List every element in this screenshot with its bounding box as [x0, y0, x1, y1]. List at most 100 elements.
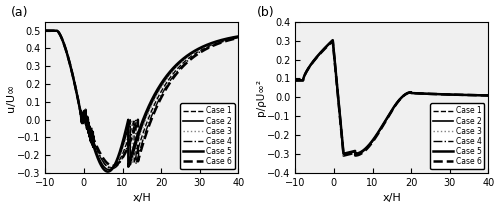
Case 4	[76, 102, 82, 104]
Case 6	[64, 53, 70, 56]
Line: Case 6: Case 6	[296, 41, 488, 156]
Case 2	[340, 153, 346, 155]
Case 3	[42, 29, 48, 32]
Case 4	[486, 94, 492, 97]
Case 6	[326, 43, 332, 46]
Case 1	[326, 43, 332, 46]
Case 3	[482, 94, 488, 97]
Line: Case 2: Case 2	[296, 40, 488, 154]
Case 1	[42, 29, 48, 32]
Case 1	[116, 159, 122, 162]
Case 5	[232, 36, 237, 38]
Case 5	[64, 53, 70, 56]
Line: Case 1: Case 1	[296, 41, 488, 154]
Case 1	[236, 36, 242, 38]
Case 2	[326, 43, 332, 45]
Case 4	[109, 167, 115, 170]
Case 3	[314, 55, 320, 58]
Case 5	[375, 132, 381, 134]
Case 3	[64, 53, 70, 56]
Case 1	[76, 102, 82, 104]
Case 5	[76, 102, 82, 104]
Case 6	[330, 40, 336, 42]
Line: Case 1: Case 1	[46, 31, 238, 168]
Case 3	[340, 154, 346, 156]
Case 3	[326, 43, 332, 46]
Case 3	[232, 36, 237, 39]
Case 6	[110, 164, 116, 167]
Case 2	[482, 94, 488, 97]
Case 1	[375, 132, 381, 135]
Case 2	[461, 94, 467, 96]
Case 2	[76, 102, 82, 104]
Case 1	[486, 94, 492, 97]
Case 2	[124, 128, 130, 130]
Case 3	[107, 166, 113, 168]
Case 1	[232, 37, 237, 39]
Case 6	[366, 145, 372, 147]
Case 2	[106, 168, 112, 171]
Case 3	[366, 144, 372, 147]
Legend: Case 1, Case 2, Case 3, Case 4, Case 5, Case 6: Case 1, Case 2, Case 3, Case 4, Case 5, …	[180, 103, 234, 169]
Case 4	[211, 44, 217, 46]
Case 5	[105, 170, 111, 173]
Case 6	[486, 94, 492, 97]
Case 6	[236, 37, 242, 39]
Case 3	[330, 40, 336, 42]
Case 5	[486, 94, 492, 97]
Case 4	[236, 36, 242, 39]
Case 1	[64, 53, 70, 56]
Case 2	[116, 155, 122, 157]
Case 5	[340, 153, 346, 155]
Case 6	[116, 161, 122, 163]
Case 4	[64, 53, 70, 56]
Case 2	[64, 53, 70, 56]
Case 4	[461, 94, 467, 96]
Y-axis label: p/ρU∞²: p/ρU∞²	[256, 79, 266, 116]
X-axis label: x/H: x/H	[132, 194, 151, 203]
Case 1	[124, 139, 130, 141]
Case 3	[76, 102, 82, 104]
Line: Case 3: Case 3	[296, 41, 488, 155]
Case 1	[340, 153, 346, 156]
Legend: Case 1, Case 2, Case 3, Case 4, Case 5, Case 6: Case 1, Case 2, Case 3, Case 4, Case 5, …	[430, 103, 484, 169]
Case 5	[482, 94, 488, 97]
Case 5	[326, 43, 332, 45]
Case 2	[292, 79, 298, 82]
Case 4	[292, 79, 298, 82]
Case 4	[340, 153, 346, 156]
Line: Case 6: Case 6	[46, 31, 238, 166]
Case 5	[461, 94, 467, 96]
Case 4	[124, 144, 130, 147]
Case 4	[326, 43, 332, 46]
Case 2	[42, 29, 48, 32]
Case 6	[232, 38, 237, 40]
Case 3	[461, 94, 467, 96]
Case 3	[375, 133, 381, 135]
Line: Case 2: Case 2	[46, 31, 238, 170]
Line: Case 5: Case 5	[296, 40, 488, 154]
Case 5	[116, 152, 122, 154]
Case 4	[232, 37, 237, 40]
Case 6	[292, 79, 298, 82]
Case 3	[116, 156, 122, 158]
Case 3	[292, 79, 298, 82]
Case 1	[330, 40, 336, 42]
Case 4	[314, 55, 320, 58]
Case 4	[482, 94, 488, 97]
Case 6	[76, 102, 82, 104]
Text: (b): (b)	[256, 6, 274, 19]
Case 1	[482, 94, 488, 97]
Case 6	[340, 154, 346, 157]
Case 4	[366, 144, 372, 146]
Case 3	[486, 94, 492, 97]
X-axis label: x/H: x/H	[382, 194, 401, 203]
Case 3	[211, 42, 217, 45]
Case 6	[461, 94, 467, 96]
Case 4	[42, 29, 48, 32]
Case 5	[292, 79, 298, 82]
Case 1	[211, 43, 217, 45]
Line: Case 3: Case 3	[46, 31, 238, 167]
Text: (a): (a)	[10, 6, 28, 19]
Case 2	[375, 132, 381, 134]
